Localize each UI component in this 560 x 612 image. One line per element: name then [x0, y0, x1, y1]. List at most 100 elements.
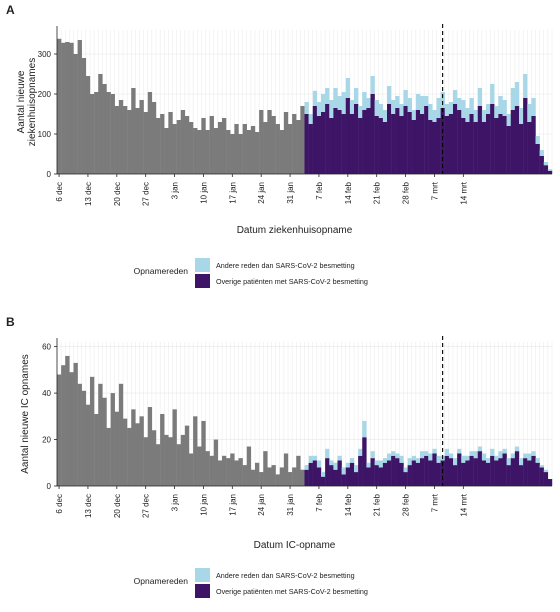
- bar-other-reason: [444, 448, 450, 456]
- bar-covid: [469, 455, 474, 486]
- bar-other-reason: [358, 106, 363, 118]
- bar-covid: [321, 112, 326, 174]
- bar-grey: [77, 40, 82, 174]
- bar-grey: [147, 407, 153, 486]
- bar-grey: [292, 467, 297, 486]
- bar-other-reason: [399, 455, 404, 463]
- bar-grey: [168, 437, 173, 486]
- bar-covid: [498, 114, 503, 174]
- y-tick-label: 40: [42, 389, 51, 398]
- bar-other-reason: [432, 110, 437, 122]
- bar-grey: [102, 397, 107, 486]
- bar-grey: [151, 102, 157, 174]
- bar-grey: [85, 76, 91, 174]
- bar-other-reason: [502, 100, 507, 116]
- bar-covid: [366, 467, 371, 486]
- bar-covid: [424, 455, 429, 486]
- bar-covid: [370, 94, 375, 174]
- bar-other-reason: [531, 451, 536, 456]
- bar-grey: [143, 112, 148, 174]
- bar-other-reason: [407, 458, 412, 466]
- legend-swatch: [195, 584, 210, 598]
- x-tick-label: 3 jan: [171, 494, 180, 511]
- bar-other-reason: [304, 102, 309, 114]
- y-tick-label: 200: [38, 90, 52, 99]
- bar-other-reason: [420, 451, 425, 459]
- bar-grey: [61, 365, 66, 486]
- y-axis-title: Aantal nieuwe: [16, 70, 27, 133]
- x-tick-label: 31 jan: [286, 182, 295, 204]
- bar-grey: [102, 84, 107, 174]
- bar-covid: [539, 467, 544, 486]
- x-tick-label: 28 feb: [402, 493, 411, 516]
- bar-covid: [444, 116, 450, 174]
- y-tick-label: 20: [42, 436, 51, 445]
- bar-covid: [543, 165, 549, 174]
- bar-covid: [382, 462, 388, 486]
- bar-other-reason: [523, 453, 528, 459]
- bar-covid: [465, 460, 470, 486]
- bar-covid: [535, 462, 540, 486]
- bar-grey: [296, 455, 301, 486]
- bar-covid: [448, 458, 454, 486]
- bar-other-reason: [473, 451, 478, 459]
- bar-covid: [411, 120, 417, 174]
- bar-grey: [123, 418, 128, 486]
- bar-other-reason: [477, 88, 483, 106]
- x-tick-label: 13 dec: [84, 494, 93, 518]
- bar-grey: [65, 42, 70, 174]
- bar-other-reason: [444, 104, 450, 116]
- bar-covid: [337, 110, 342, 174]
- bar-other-reason: [387, 86, 392, 104]
- bar-covid: [519, 465, 524, 486]
- bar-covid: [428, 120, 433, 174]
- bar-covid: [387, 104, 392, 174]
- bar-grey: [90, 376, 95, 486]
- bar-covid: [424, 106, 429, 174]
- bar-grey: [189, 122, 194, 174]
- bar-grey: [242, 124, 247, 174]
- bar-grey: [61, 42, 66, 174]
- bar-grey: [189, 453, 194, 486]
- panel-a: A 0 100 200 300 6 dec 13 dec 20 dec 27 dec 3 jan 1…: [6, 3, 553, 288]
- bar-covid: [321, 476, 326, 486]
- bar-grey: [193, 128, 198, 174]
- bar-covid: [345, 467, 351, 486]
- bar-covid: [436, 462, 441, 486]
- bar-grey: [94, 414, 99, 486]
- panel-b: B 0 20 40 60 6 dec 13 dec 20 dec 27 dec 3 jan 10 j…: [6, 315, 553, 598]
- bar-covid: [510, 110, 516, 174]
- bar-covid: [420, 114, 425, 174]
- bar-covid: [316, 467, 322, 486]
- bar-other-reason: [378, 460, 384, 468]
- bar-other-reason: [473, 110, 478, 122]
- bar-other-reason: [349, 100, 355, 114]
- bar-covid: [403, 472, 408, 486]
- legend-title: Opnamereden: [134, 576, 189, 586]
- x-tick-label: 14 mrt: [459, 181, 468, 204]
- bar-other-reason: [391, 100, 396, 114]
- bar-grey: [139, 416, 144, 486]
- bar-grey: [81, 390, 87, 486]
- bar-covid: [395, 458, 400, 486]
- bar-other-reason: [333, 462, 338, 470]
- bar-covid: [506, 465, 511, 486]
- bar-grey: [143, 437, 148, 486]
- bar-grey: [110, 393, 115, 486]
- x-tick-label: 6 dec: [55, 494, 64, 514]
- bar-covid: [358, 118, 363, 174]
- bar-other-reason: [457, 448, 462, 454]
- bar-covid: [333, 108, 338, 174]
- bar-other-reason: [420, 96, 425, 114]
- bar-other-reason: [374, 460, 379, 466]
- bar-covid: [486, 114, 491, 174]
- bar-grey: [197, 446, 202, 486]
- bar-grey: [250, 469, 256, 486]
- bar-other-reason: [316, 460, 322, 468]
- x-tick-label: 20 dec: [113, 494, 122, 518]
- bar-other-reason: [440, 92, 445, 108]
- bar-grey: [230, 134, 235, 174]
- bar-covid: [523, 98, 528, 174]
- x-tick-label: 27 dec: [142, 182, 151, 206]
- bar-other-reason: [325, 88, 330, 104]
